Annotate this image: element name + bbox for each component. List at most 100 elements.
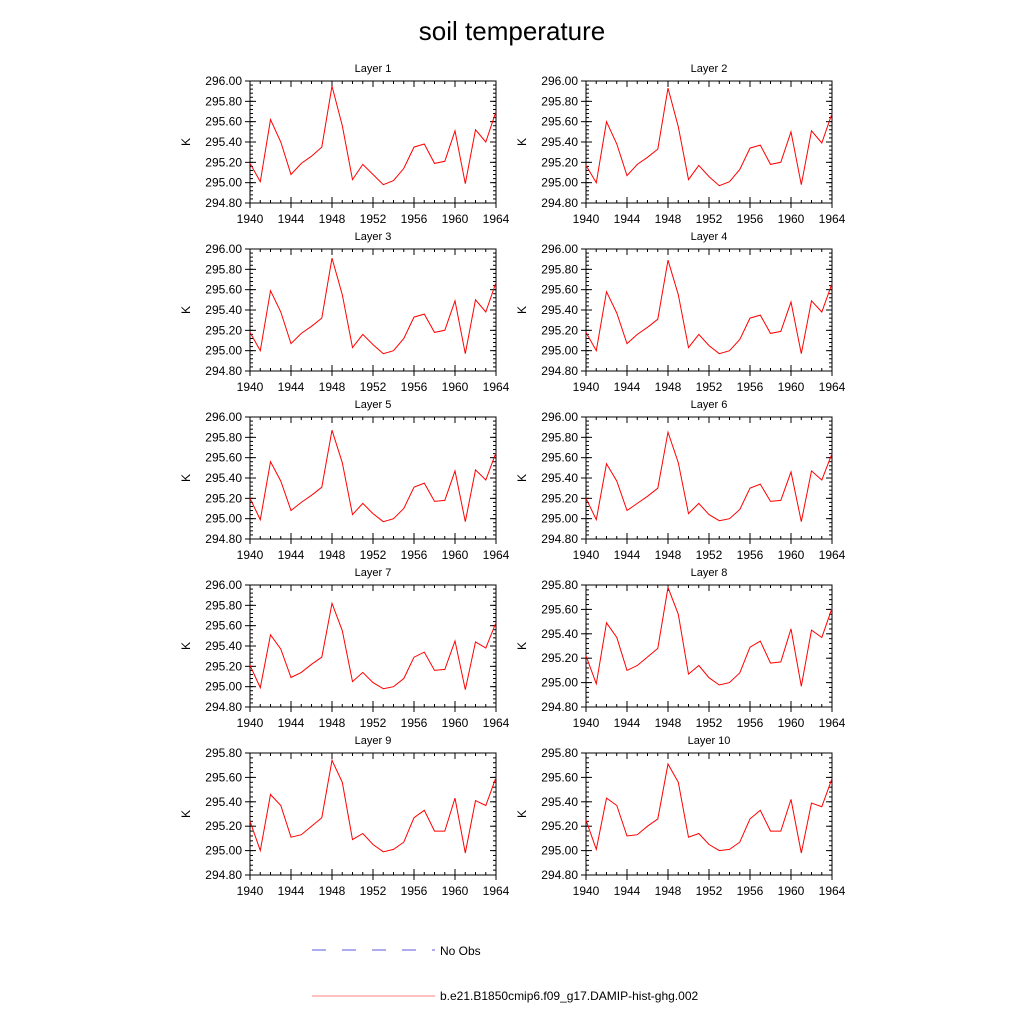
y-tick-label: 295.20 [541,491,578,505]
x-tick-label: 1960 [442,884,469,898]
plot-frame [585,584,833,708]
y-tick-label: 295.00 [205,512,242,526]
x-tick-label: 1960 [778,548,805,562]
x-tick-label: 1948 [655,548,682,562]
y-tick-label: 295.80 [205,94,242,108]
series-line-8 [585,585,833,687]
x-tick-label: 1960 [442,716,469,730]
x-tick-label: 1964 [483,380,510,394]
y-tick-label: 295.60 [205,283,242,297]
y-tick-label: 295.80 [205,598,242,612]
y-tick-label: 295.80 [541,262,578,276]
x-tick-label: 1964 [819,212,846,226]
panel-layer-6: Layer 6 294.80 295.00 295.20 295.40 295.60 295… [515,399,846,562]
x-tick-label: 1956 [401,716,428,730]
y-tick-label: 296.00 [541,74,578,88]
series-line-9 [249,758,497,854]
panel-grid: Layer 1 294.80 295.00 295.20 295.40 295.60 295… [179,63,846,898]
y-axis-label: K [179,138,193,146]
x-tick-label: 1960 [778,212,805,226]
panel-layer-2: Layer 2 294.80 295.00 295.20 295.40 295.60 295… [515,63,846,226]
y-tick-label: 295.40 [205,795,242,809]
panel-layer-1: Layer 1 294.80 295.00 295.20 295.40 295.60 295… [179,63,510,226]
x-tick-label: 1940 [573,548,600,562]
y-tick-label: 295.40 [541,135,578,149]
panel-title: Layer 6 [691,399,728,411]
y-tick-label: 295.00 [205,176,242,190]
series-line-6 [585,430,833,522]
x-tick-label: 1964 [483,548,510,562]
y-tick-label: 295.80 [205,262,242,276]
plot-frame [585,752,833,876]
y-tick-label: 296.00 [205,242,242,256]
x-tick-label: 1960 [442,548,469,562]
x-tick-label: 1944 [278,548,305,562]
x-tick-label: 1956 [737,884,764,898]
x-tick-label: 1940 [237,716,264,730]
x-tick-label: 1952 [696,380,723,394]
plot-frame [249,416,497,540]
y-tick-label: 295.20 [541,651,578,665]
y-tick-label: 295.00 [205,844,242,858]
x-tick-label: 1940 [573,884,600,898]
legend-label-model: b.e21.B1850cmip6.f09_g17.DAMIP-hist-ghg.… [440,989,698,1003]
y-tick-label: 295.80 [541,746,578,760]
y-tick-label: 295.20 [541,819,578,833]
x-tick-label: 1960 [778,380,805,394]
panel-title: Layer 1 [355,63,392,75]
y-tick-label: 295.20 [205,323,242,337]
series-line-1 [249,85,497,186]
y-tick-label: 295.00 [541,512,578,526]
series-line-10 [585,762,833,854]
y-tick-label: 294.80 [541,868,578,882]
y-tick-label: 295.20 [205,155,242,169]
x-tick-label: 1940 [237,380,264,394]
series-line-7 [249,601,497,690]
x-tick-label: 1956 [737,380,764,394]
panel-layer-8: Layer 8 294.80 295.00 295.20 295.40 295.60 295… [515,567,846,730]
y-axis-label: K [515,138,529,146]
plot-frame [249,752,497,876]
y-tick-label: 294.80 [205,196,242,210]
panel-title: Layer 9 [355,735,392,747]
x-tick-label: 1944 [278,380,305,394]
y-tick-label: 294.80 [541,532,578,546]
x-tick-label: 1952 [360,548,387,562]
x-tick-label: 1956 [401,884,428,898]
y-tick-label: 295.20 [541,155,578,169]
x-tick-label: 1952 [696,716,723,730]
x-tick-label: 1964 [819,716,846,730]
y-tick-label: 294.80 [205,532,242,546]
x-tick-label: 1952 [360,884,387,898]
x-tick-label: 1944 [278,884,305,898]
y-tick-label: 295.60 [205,770,242,784]
y-tick-label: 295.00 [541,844,578,858]
y-tick-label: 296.00 [205,578,242,592]
legend: No Obs b.e21.B1850cmip6.f09_g17.DAMIP-hi… [312,944,698,1003]
x-tick-label: 1960 [778,884,805,898]
x-tick-label: 1944 [614,548,641,562]
panel-layer-7: Layer 7 294.80 295.00 295.20 295.40 295.60 295… [179,567,510,730]
panel-title: Layer 5 [355,399,392,411]
x-tick-label: 1960 [778,716,805,730]
plot-frame [585,248,833,372]
plot-frame [249,584,497,708]
y-axis-label: K [179,474,193,482]
y-tick-label: 294.80 [205,364,242,378]
plot-frame [585,416,833,540]
series-line-4 [585,260,833,355]
y-tick-label: 295.20 [205,819,242,833]
y-tick-label: 295.00 [541,344,578,358]
y-tick-label: 295.40 [541,627,578,641]
x-tick-label: 1964 [483,884,510,898]
x-tick-label: 1960 [442,212,469,226]
panel-layer-5: Layer 5 294.80 295.00 295.20 295.40 295.60 295… [179,399,510,562]
y-axis-label: K [515,642,529,650]
y-tick-label: 295.40 [541,795,578,809]
series-line-3 [249,257,497,355]
y-tick-label: 295.60 [541,770,578,784]
y-tick-label: 295.20 [541,323,578,337]
x-tick-label: 1956 [401,212,428,226]
x-tick-label: 1944 [278,212,305,226]
